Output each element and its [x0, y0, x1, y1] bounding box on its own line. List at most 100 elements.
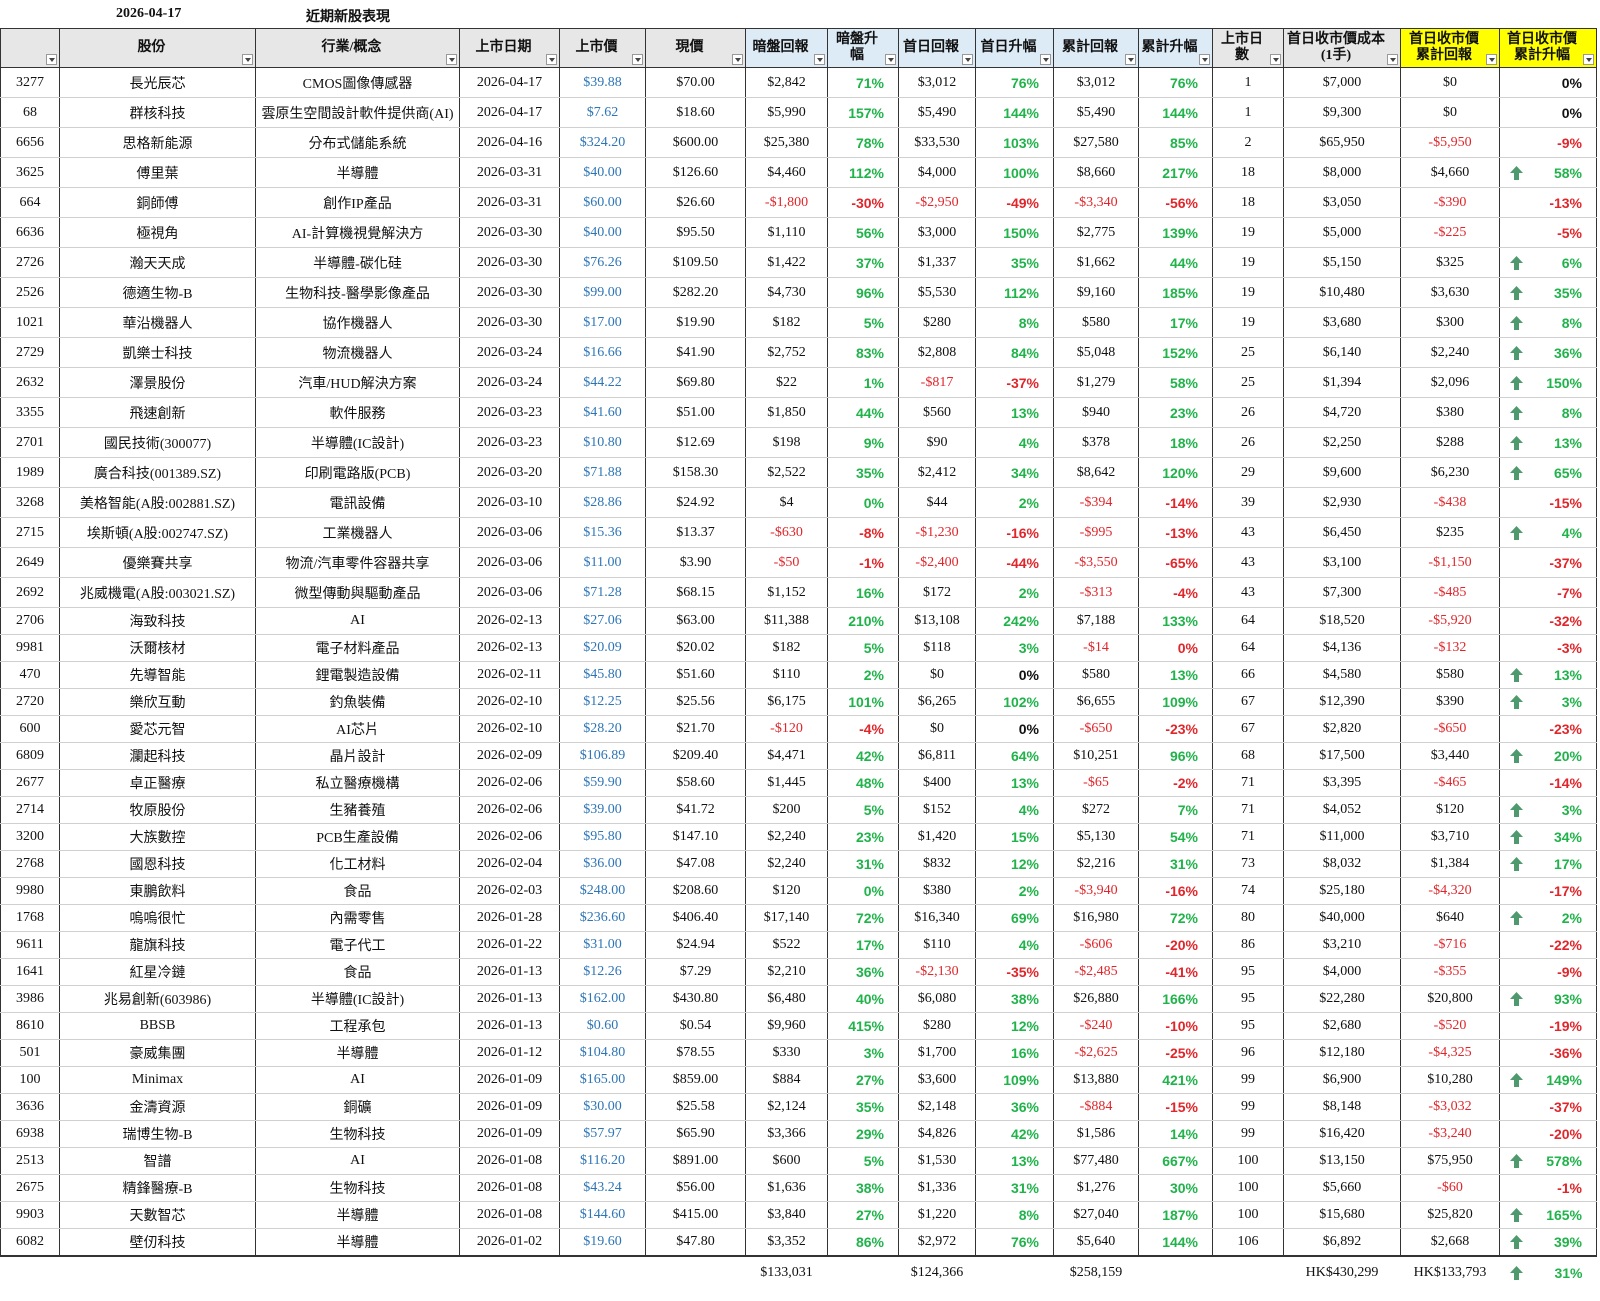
days-listed: 43	[1212, 547, 1284, 578]
filter-button[interactable]	[632, 54, 643, 65]
filter-button[interactable]	[1125, 54, 1136, 65]
ipo-price: $248.00	[559, 877, 646, 905]
first-close-cumulative-change: 149%	[1499, 1066, 1597, 1094]
first-day-change: 13%	[975, 769, 1054, 797]
column-header	[0, 28, 60, 68]
first-close-cumulative-return: -$4,320	[1400, 877, 1500, 905]
grey-market-return: $120	[745, 877, 828, 905]
grey-market-change: 5%	[827, 307, 899, 338]
filter-button[interactable]	[962, 54, 973, 65]
stock-name: 瑞博生物-B	[59, 1120, 256, 1148]
cumulative-return: $1,662	[1053, 247, 1139, 278]
grey-market-change: 0%	[827, 487, 899, 518]
listing-date: 2026-02-03	[459, 877, 560, 905]
current-price: $24.92	[645, 487, 746, 518]
filter-button[interactable]	[1486, 54, 1497, 65]
grey-market-return: $4,730	[745, 277, 828, 308]
grey-market-return: $3,840	[745, 1201, 828, 1229]
first-day-return: $172	[898, 577, 976, 608]
top-bar: 2026-04-17 近期新股表現	[0, 0, 1600, 28]
ipo-price: $7.62	[559, 97, 646, 128]
first-day-return: $4,000	[898, 157, 976, 188]
first-close-cumulative-return: $4,660	[1400, 157, 1500, 188]
stock-code: 3277	[0, 67, 60, 98]
table-row: 9903 天數智芯 半導體 2026-01-08 $144.60 $415.00 $3,84…	[0, 1201, 1597, 1229]
grey-market-return: $17,140	[745, 904, 828, 932]
stock-name: 天數智芯	[59, 1201, 256, 1229]
table-row: 3636 金濤資源 銅礦 2026-01-09 $30.00 $25.58 $2,124 35…	[0, 1093, 1597, 1121]
cumulative-return: -$313	[1053, 577, 1139, 608]
filter-button[interactable]	[446, 54, 457, 65]
first-close-cumulative-change: 2%	[1499, 904, 1597, 932]
column-header: 累計回報	[1053, 28, 1139, 68]
table-row: 2526 德適生物-B 生物科技-醫學影像產品 2026-03-30 $99.00 $28…	[0, 277, 1597, 308]
first-day-return: $5,490	[898, 97, 976, 128]
first-close-cumulative-return: $3,630	[1400, 277, 1500, 308]
stock-name: 極視角	[59, 217, 256, 248]
table-row: 2649 優樂賽共享 物流/汽車零件容器共享 2026-03-06 $11.00 $3.9…	[0, 547, 1597, 578]
ipo-price: $27.06	[559, 607, 646, 635]
cumulative-change: -15%	[1138, 1093, 1213, 1121]
filter-button[interactable]	[1270, 54, 1281, 65]
stock-name: 東鵬飲料	[59, 877, 256, 905]
listing-date: 2026-03-31	[459, 187, 560, 218]
grey-market-return: $4,460	[745, 157, 828, 188]
days-listed: 64	[1212, 607, 1284, 635]
first-close-cumulative-return: $0	[1400, 97, 1500, 128]
up-arrow-icon	[1510, 315, 1523, 330]
first-close-cost: $22,280	[1283, 985, 1401, 1013]
first-close-cost: $9,600	[1283, 457, 1401, 488]
industry: 工程承包	[255, 1012, 460, 1040]
first-close-cumulative-change: -14%	[1499, 769, 1597, 797]
filter-button[interactable]	[242, 54, 253, 65]
current-price: $415.00	[645, 1201, 746, 1229]
table-row: 3355 飛速創新 軟件服務 2026-03-23 $41.60 $51.00 $1,850…	[0, 397, 1597, 428]
grey-market-change: 37%	[827, 247, 899, 278]
first-day-change: 64%	[975, 742, 1054, 770]
first-day-change: -44%	[975, 547, 1054, 578]
filter-button[interactable]	[1199, 54, 1210, 65]
grey-market-change: -8%	[827, 517, 899, 548]
stock-name: 嗚嗚很忙	[59, 904, 256, 932]
cumulative-return: -$240	[1053, 1012, 1139, 1040]
ipo-price: $30.00	[559, 1093, 646, 1121]
up-arrow-shape	[1510, 375, 1523, 390]
first-close-cumulative-return: $2,240	[1400, 337, 1500, 368]
stock-name: 卓正醫療	[59, 769, 256, 797]
filter-button[interactable]	[46, 54, 57, 65]
filter-button[interactable]	[1040, 54, 1051, 65]
cumulative-change: -16%	[1138, 877, 1213, 905]
cumulative-return: -$995	[1053, 517, 1139, 548]
listing-date: 2026-03-24	[459, 367, 560, 398]
grey-market-return: $2,842	[745, 67, 828, 98]
stock-name: 凱樂士科技	[59, 337, 256, 368]
filter-button[interactable]	[1387, 54, 1398, 65]
first-day-return: $110	[898, 931, 976, 959]
listing-date: 2026-01-13	[459, 985, 560, 1013]
ipo-price: $165.00	[559, 1066, 646, 1094]
cumulative-change: -25%	[1138, 1039, 1213, 1067]
grey-market-return: $2,124	[745, 1093, 828, 1121]
filter-button[interactable]	[814, 54, 825, 65]
grey-market-return: $1,445	[745, 769, 828, 797]
ipo-price: $19.60	[559, 1228, 646, 1257]
stock-name: BBSB	[59, 1012, 256, 1040]
current-price: $20.02	[645, 634, 746, 662]
days-listed: 1	[1212, 67, 1284, 98]
industry: CMOS圖像傳感器	[255, 67, 460, 98]
first-close-cumulative-change: 0%	[1499, 97, 1597, 128]
cumulative-change: 109%	[1138, 688, 1213, 716]
filter-button[interactable]	[732, 54, 743, 65]
filter-button[interactable]	[1583, 54, 1594, 65]
first-close-cumulative-return: -$716	[1400, 931, 1500, 959]
current-price: $109.50	[645, 247, 746, 278]
first-close-cumulative-return: $2,668	[1400, 1228, 1500, 1257]
table-row: 6636 極視角 AI-計算機視覺解決方 2026-03-30 $40.00 $95.50…	[0, 217, 1597, 248]
stock-name: 群核科技	[59, 97, 256, 128]
filter-button[interactable]	[885, 54, 896, 65]
header-row: 股份 行業/概念 上市日期 上市價 現價 暗盤回報 暗盤升幅 首日回報 首日升幅 累計回報 累計升幅…	[0, 28, 1597, 68]
filter-button[interactable]	[546, 54, 557, 65]
ipo-price: $144.60	[559, 1201, 646, 1229]
grey-market-change: 3%	[827, 1039, 899, 1067]
